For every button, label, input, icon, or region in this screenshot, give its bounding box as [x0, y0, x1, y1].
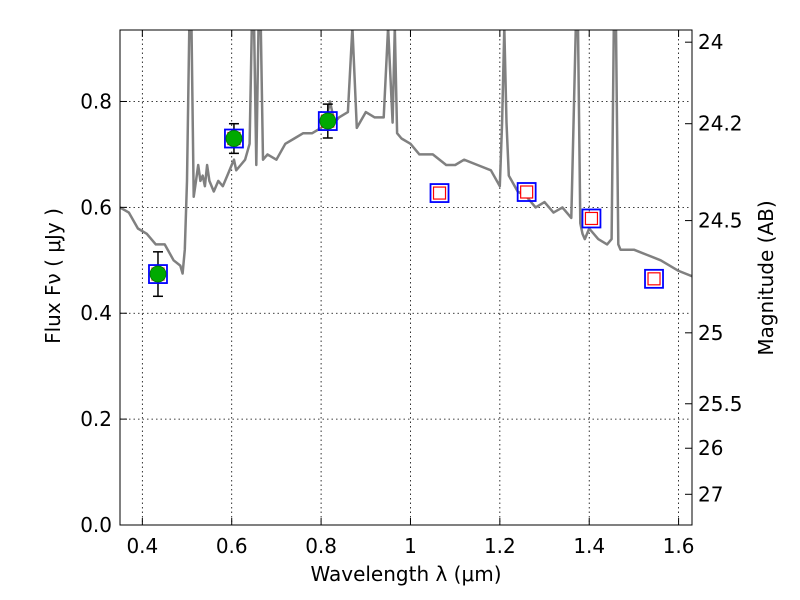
detection-marker: [225, 130, 243, 147]
y-tick-label: 0.2: [80, 407, 112, 431]
y-tick-label: 0.0: [80, 513, 112, 537]
y-tick-label: 0.6: [80, 195, 112, 219]
right-axis-title: Magnitude (AB): [754, 200, 778, 355]
model-point-marker: [584, 211, 599, 226]
right-tick-label: 24: [698, 30, 723, 54]
right-tick-label: 27: [698, 482, 723, 506]
x-tick-label: 0.6: [216, 534, 248, 558]
photometry-square: [148, 264, 168, 284]
x-tick-label: 1.6: [663, 534, 695, 558]
right-tick-label: 24.5: [698, 209, 743, 233]
x-axis-title: Wavelength λ (μm): [310, 562, 501, 586]
right-tick-label: 25: [698, 321, 723, 345]
model-sed-line: [120, 30, 692, 278]
photometry-square: [224, 128, 244, 149]
model-point-marker: [647, 272, 661, 286]
photometry-square: [644, 268, 664, 289]
right-tick-label: 26: [698, 436, 723, 460]
model-sed-path: [120, 30, 692, 278]
y-tick-label: 0.8: [80, 89, 112, 113]
y-axis-title: Flux Fν ( μJy ): [41, 208, 65, 344]
right-tick-label: 25.5: [698, 392, 743, 416]
detection-marker: [149, 265, 167, 283]
model-point-marker: [432, 186, 447, 200]
axis-ticks: 0.4 0.6 0.8 1 1.2 1.4 1.6 0.0 0.2 0.4 0.6 0.8 24 24.2…: [80, 30, 743, 558]
photometry-square: [317, 111, 338, 131]
photometry-square: [429, 183, 450, 203]
x-tick-label: 1: [404, 534, 417, 558]
right-tick-label: 24.2: [698, 112, 743, 136]
y-tick-label: 0.4: [80, 301, 112, 325]
x-tick-label: 0.8: [305, 534, 337, 558]
x-tick-label: 1.2: [484, 534, 516, 558]
x-tick-label: 1.4: [573, 534, 605, 558]
photometry-points: [148, 103, 664, 298]
plot-frame: [119, 29, 693, 526]
x-tick-label: 0.4: [126, 534, 158, 558]
detection-marker: [319, 112, 337, 130]
photometry-square: [581, 208, 602, 229]
model-point-marker: [520, 185, 534, 199]
photometry-square: [516, 182, 537, 202]
